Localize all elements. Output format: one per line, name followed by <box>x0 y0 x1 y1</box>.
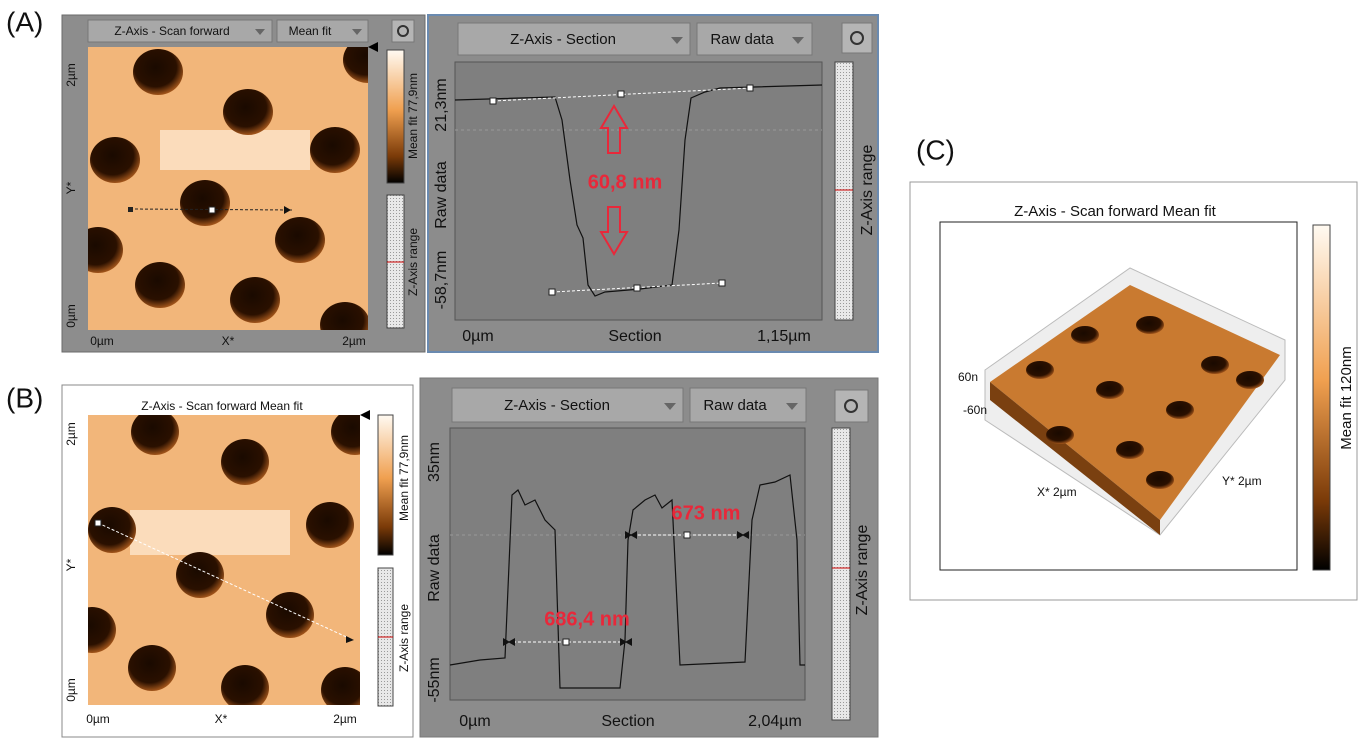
range-bar-label: Z-Axis range <box>854 525 871 616</box>
annotation: 60,8 nm <box>588 171 662 193</box>
y-axis-label: Y* <box>64 181 78 194</box>
image-title: Z-Axis - Scan forward Mean fit <box>1014 203 1217 220</box>
settings-button[interactable] <box>842 23 872 53</box>
pore <box>221 439 269 485</box>
y-tick-label: 35nm <box>426 442 443 482</box>
dropdown-label[interactable]: Z-Axis - Section <box>510 31 616 48</box>
panel-a-profile: Z-Axis - Section Raw data 60,8 nm 21,3nm… <box>428 15 878 352</box>
panel-a-image: Z-Axis - Scan forward Mean fit 2µm Y* 0µ… <box>62 15 425 352</box>
pore <box>131 409 179 455</box>
panel-b-image: Z-Axis - Scan forward Mean fit 2µm Y* 0µ… <box>62 385 413 737</box>
settings-button[interactable] <box>392 20 414 42</box>
dropdown-label[interactable]: Raw data <box>710 31 774 48</box>
x-tick-label: 0µm <box>459 713 490 730</box>
y-axis-label: Raw data <box>433 161 450 229</box>
range-bar-label: Z-Axis range <box>406 228 420 296</box>
pore <box>1201 356 1229 374</box>
x-tick-label: 0µm <box>462 328 493 345</box>
pore <box>266 592 314 638</box>
pore <box>90 137 140 183</box>
z-tick-label: -60n <box>963 403 987 417</box>
pore <box>306 502 354 548</box>
pore <box>133 49 183 95</box>
x-tick-label: 2µm <box>342 334 366 348</box>
x-axis-label: X* <box>215 712 228 726</box>
x-axis-label: X* <box>222 334 235 348</box>
colorbar-label: Mean fit 77,9nm <box>397 435 411 521</box>
y-tick-label: 2µm <box>64 63 78 87</box>
x-axis-label: Section <box>608 328 661 345</box>
x-tick-label: 2µm <box>333 712 357 726</box>
panel-label: (A) <box>6 6 43 37</box>
image-title: Z-Axis - Scan forward Mean fit <box>141 399 303 413</box>
annotation: 673 nm <box>672 502 741 524</box>
range-bar <box>835 62 853 320</box>
y-tick-label: -55nm <box>426 657 443 702</box>
annotation: 686,4 nm <box>544 608 630 630</box>
pore <box>88 507 136 553</box>
y-tick-label: 2µm <box>64 422 78 446</box>
x-tick-label: 1,15µm <box>757 328 811 345</box>
range-bar-label: Z-Axis range <box>859 145 876 236</box>
settings-button[interactable] <box>835 390 868 422</box>
pore <box>1236 371 1264 389</box>
pore <box>176 552 224 598</box>
x-tick-label: 0µm <box>86 712 110 726</box>
panel-b-profile: Z-Axis - Section Raw data 673 nm 686,4 n… <box>420 378 878 737</box>
panel-c-3d: Z-Axis - Scan forward Mean fit 60n -60n … <box>910 182 1357 600</box>
y-axis-label: Y* 2µm <box>1222 474 1262 488</box>
figure: (A) (B) (C) Z-Axis - Scan forward Mean f… <box>0 0 1359 738</box>
colorbar-label: Mean fit 77,9nm <box>406 73 420 159</box>
range-bar <box>832 428 850 720</box>
pore <box>275 217 325 263</box>
pore <box>1046 426 1074 444</box>
y-tick-label: 0µm <box>64 304 78 328</box>
y-tick-label: 21,3nm <box>433 78 450 131</box>
pore <box>1166 401 1194 419</box>
pore <box>1096 381 1124 399</box>
y-axis-label: Raw data <box>426 534 443 602</box>
dropdown-label[interactable]: Mean fit <box>289 24 332 38</box>
range-bar-label: Z-Axis range <box>397 604 411 672</box>
colorbar <box>387 50 404 183</box>
dropdown-label[interactable]: Raw data <box>703 397 767 414</box>
panel-label: (C) <box>916 134 955 165</box>
x-tick-label: 2,04µm <box>748 713 802 730</box>
pore <box>310 127 360 173</box>
pore <box>1116 441 1144 459</box>
panel-label: (B) <box>6 382 43 413</box>
pore <box>1146 471 1174 489</box>
x-tick-label: 0µm <box>90 334 114 348</box>
pore <box>223 89 273 135</box>
colorbar <box>1313 225 1330 570</box>
y-axis-label: Y* <box>64 558 78 571</box>
pore <box>221 665 269 711</box>
x-axis-label: X* 2µm <box>1037 485 1077 499</box>
colorbar-label: Mean fit 120nm <box>1338 346 1355 449</box>
y-tick-label: 0µm <box>64 678 78 702</box>
x-axis-label: Section <box>601 713 654 730</box>
dropdown-label[interactable]: Z-Axis - Section <box>504 397 610 414</box>
pore <box>1071 326 1099 344</box>
dropdown-label[interactable]: Z-Axis - Scan forward <box>114 24 229 38</box>
y-tick-label: -58,7nm <box>433 251 450 310</box>
pore <box>1026 361 1054 379</box>
z-tick-label: 60n <box>958 370 978 384</box>
pore <box>135 262 185 308</box>
colorbar <box>378 415 393 555</box>
pore <box>230 277 280 323</box>
pore <box>128 645 176 691</box>
pore <box>180 180 230 226</box>
pore <box>1136 316 1164 334</box>
